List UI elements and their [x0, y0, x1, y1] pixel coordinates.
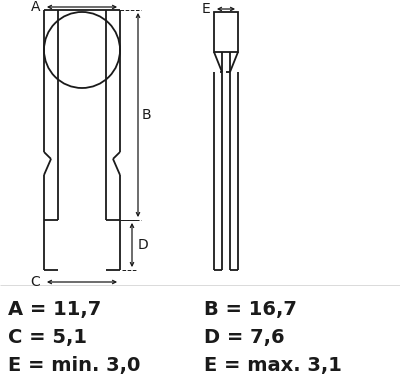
Text: E = min. 3,0: E = min. 3,0: [8, 356, 140, 375]
Text: E: E: [201, 2, 210, 16]
Text: B = 16,7: B = 16,7: [204, 300, 297, 319]
Text: D = 7,6: D = 7,6: [204, 328, 285, 347]
Bar: [214, 12, 238, 52]
Text: C: C: [30, 275, 40, 289]
Text: C = 5,1: C = 5,1: [8, 328, 87, 347]
Text: A: A: [30, 0, 40, 14]
Text: D: D: [138, 238, 149, 252]
Text: E = max. 3,1: E = max. 3,1: [204, 356, 342, 375]
Text: A = 11,7: A = 11,7: [8, 300, 101, 319]
Text: B: B: [142, 108, 152, 122]
